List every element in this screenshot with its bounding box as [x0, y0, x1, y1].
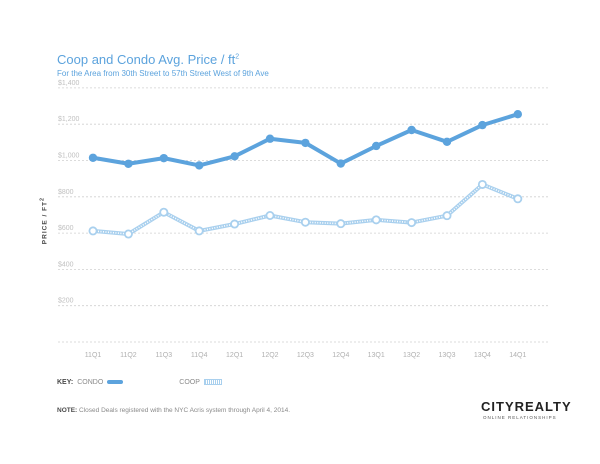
x-tick-label: 12Q2 — [261, 352, 278, 359]
data-point-coop — [230, 219, 240, 229]
y-tick-label: $600 — [58, 225, 74, 232]
data-point-condo — [442, 137, 452, 147]
y-axis-label: PRICE / FT2 — [39, 196, 49, 245]
x-tick-label: 11Q3 — [155, 352, 172, 359]
logo-tagline: ONLINE RELATIONSHIPS — [483, 415, 557, 420]
data-point-condo — [407, 125, 416, 135]
y-tick-label: $1,200 — [58, 116, 80, 123]
data-point-coop — [159, 207, 169, 217]
data-point-coop — [442, 211, 452, 221]
chart-title: Coop and Condo Avg. Price / ft2 — [57, 52, 240, 67]
chart-subtitle: For the Area from 30th Street to 57th St… — [57, 69, 269, 78]
legend: KEY: CONDO COOP — [57, 379, 222, 386]
y-tick-label: $1,000 — [58, 153, 80, 160]
y-tick-label: $200 — [58, 298, 74, 305]
x-tick-label: 12Q4 — [332, 352, 349, 359]
x-tick-label: 14Q1 — [509, 352, 526, 359]
data-point-coop — [265, 210, 275, 220]
legend-coop-label: COOP — [179, 379, 200, 386]
data-point-condo — [124, 159, 133, 168]
legend-condo-label: CONDO — [77, 379, 104, 386]
data-point-condo — [195, 161, 204, 170]
data-point-condo — [230, 152, 239, 161]
x-tick-label: 12Q3 — [297, 352, 314, 359]
x-tick-label: 11Q2 — [120, 352, 137, 359]
x-tick-label: 13Q1 — [368, 352, 385, 359]
x-tick-label: 13Q2 — [403, 352, 420, 359]
data-point-coop — [513, 194, 523, 204]
x-tick-label: 13Q4 — [474, 352, 491, 359]
data-point-coop — [194, 226, 204, 236]
footnote: NOTE: Closed Deals registered with the N… — [57, 407, 291, 414]
legend-coop-swatch — [203, 379, 222, 386]
data-point-coop — [123, 229, 133, 239]
x-tick-label: 11Q4 — [191, 352, 208, 359]
data-point-coop — [336, 219, 346, 229]
y-tick-label: $400 — [58, 261, 74, 268]
data-point-condo — [372, 141, 381, 151]
data-point-coop — [371, 215, 381, 225]
legend-key-label: KEY: — [57, 379, 74, 386]
y-tick-label: $800 — [58, 189, 74, 196]
x-tick-label: 12Q1 — [226, 352, 243, 359]
x-tick-label: 13Q3 — [438, 352, 455, 359]
legend-condo-swatch — [107, 380, 124, 385]
data-point-coop — [300, 217, 310, 227]
data-point-condo — [159, 153, 168, 163]
data-point-condo — [336, 159, 345, 168]
y-tick-label: $1,400 — [58, 80, 80, 87]
data-point-condo — [265, 134, 275, 143]
data-point-condo — [513, 110, 522, 119]
data-point-coop — [88, 226, 98, 236]
data-point-coop — [477, 179, 487, 189]
x-tick-label: 11Q1 — [85, 352, 102, 359]
cityrealty-logo: CITYREALTY — [481, 399, 572, 414]
data-point-condo — [88, 153, 98, 162]
data-point-coop — [407, 218, 417, 228]
data-point-condo — [478, 120, 487, 130]
data-point-condo — [301, 138, 310, 148]
